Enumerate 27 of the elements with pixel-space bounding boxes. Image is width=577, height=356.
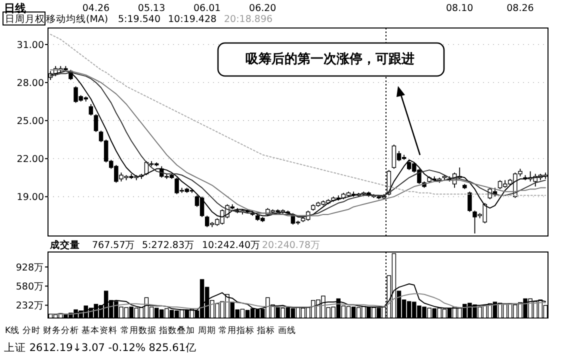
annotation: 吸筹后的第一次涨停，可跟进 [246, 51, 414, 67]
y-tick-label: 580万 [16, 282, 44, 293]
x-tick-label: 05.13 [138, 3, 166, 14]
text: 20:18.896 [224, 14, 273, 25]
text: K线 分时 财务分析 基本资料 常用数据 指数叠加 周期 常用指标 指标 画线 [5, 325, 296, 336]
text: 20:240.78万 [262, 240, 321, 251]
text: 5:272.83万 [142, 240, 194, 251]
x-tick-label: 04.26 [82, 3, 110, 14]
y-tick-label: 31.00 [16, 40, 44, 51]
text: 767.57万 [92, 240, 136, 251]
x-tick-label: 08.10 [446, 3, 474, 14]
text: 5:19.540 [118, 14, 160, 25]
text: 成交量 [49, 239, 80, 251]
text: 10:19.428 [168, 14, 217, 25]
text: 移动均线(MA) [46, 13, 108, 25]
y-tick-label: 22.00 [16, 154, 44, 166]
text: 日周月权 [5, 13, 45, 25]
y-tick-label: 928万 [16, 262, 44, 274]
y-tick-label: 19.00 [16, 192, 44, 204]
x-tick-label: 06.01 [193, 3, 221, 14]
y-tick-label: 25.00 [16, 116, 44, 128]
y-tick-label: 232万 [16, 300, 44, 312]
text: 上证 2612.19↓3.07 -0.12% 825.61亿 [4, 341, 196, 354]
text: 10:242.40万 [202, 240, 261, 251]
y-tick-label: 28.00 [16, 78, 44, 90]
x-tick-label: 06.20 [249, 3, 276, 14]
x-tick-label: 08.26 [506, 3, 534, 14]
